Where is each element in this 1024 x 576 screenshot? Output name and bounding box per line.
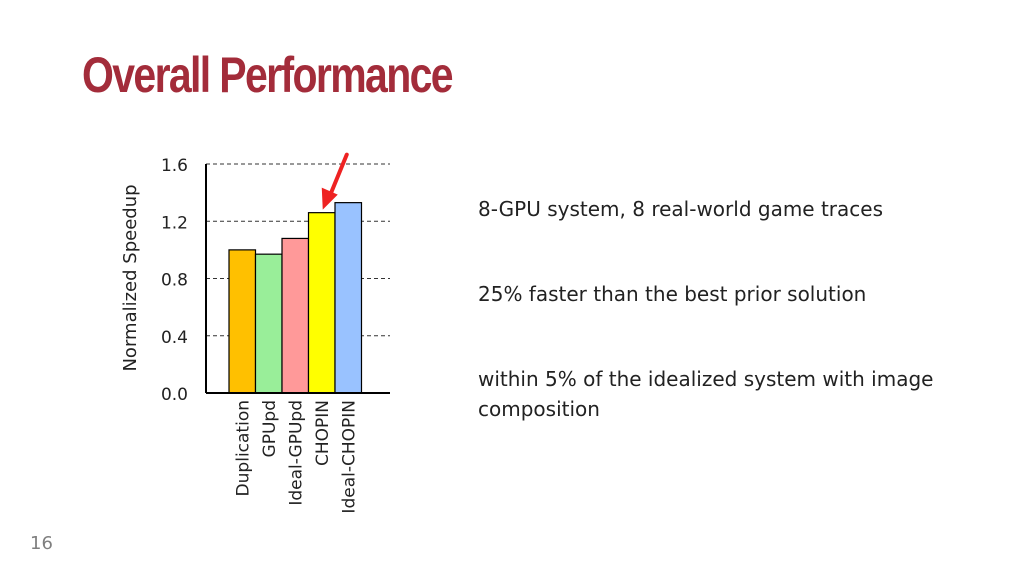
y-tick-label: 0.4 <box>161 328 188 348</box>
x-tick-label: Ideal-GPUpd <box>286 400 306 506</box>
y-tick-labels: 0.0 0.4 0.8 1.2 1.6 <box>161 156 188 405</box>
bars <box>228 202 363 394</box>
highlight-arrow-icon <box>321 152 349 210</box>
x-tick-labels: Duplication GPUpd Ideal-GPUpd CHOPIN Ideal-C… <box>233 400 359 514</box>
bar-gpupd <box>254 253 283 394</box>
x-tick-label: Duplication <box>233 400 253 496</box>
arrow-head <box>321 187 338 210</box>
bullet-text: within 5% of the idealized system with i… <box>478 367 934 421</box>
y-axis-label: Normalized Speedup <box>120 184 141 371</box>
bar-ideal-gpupd <box>281 237 310 394</box>
bullet-text: 25% faster than the best prior solution <box>478 282 867 306</box>
arrow-shaft <box>328 152 349 196</box>
bar-ideal-chopin <box>334 202 363 394</box>
axes <box>205 164 390 394</box>
x-tick-label: Ideal-CHOPIN <box>339 400 359 514</box>
bar-duplication <box>228 249 257 394</box>
page-title: Overall Performance <box>82 47 454 103</box>
page-number: 16 <box>30 533 53 554</box>
y-tick-label: 1.2 <box>161 213 188 233</box>
y-tick-label: 0.8 <box>161 271 188 291</box>
x-tick-label: CHOPIN <box>313 400 333 466</box>
bullet-text: 8-GPU system, 8 real-world game traces <box>478 197 884 221</box>
x-tick-label: GPUpd <box>260 400 280 457</box>
y-tick-label: 1.6 <box>161 156 188 176</box>
bar-chopin <box>307 212 336 394</box>
y-tick-label: 0.0 <box>161 385 188 405</box>
